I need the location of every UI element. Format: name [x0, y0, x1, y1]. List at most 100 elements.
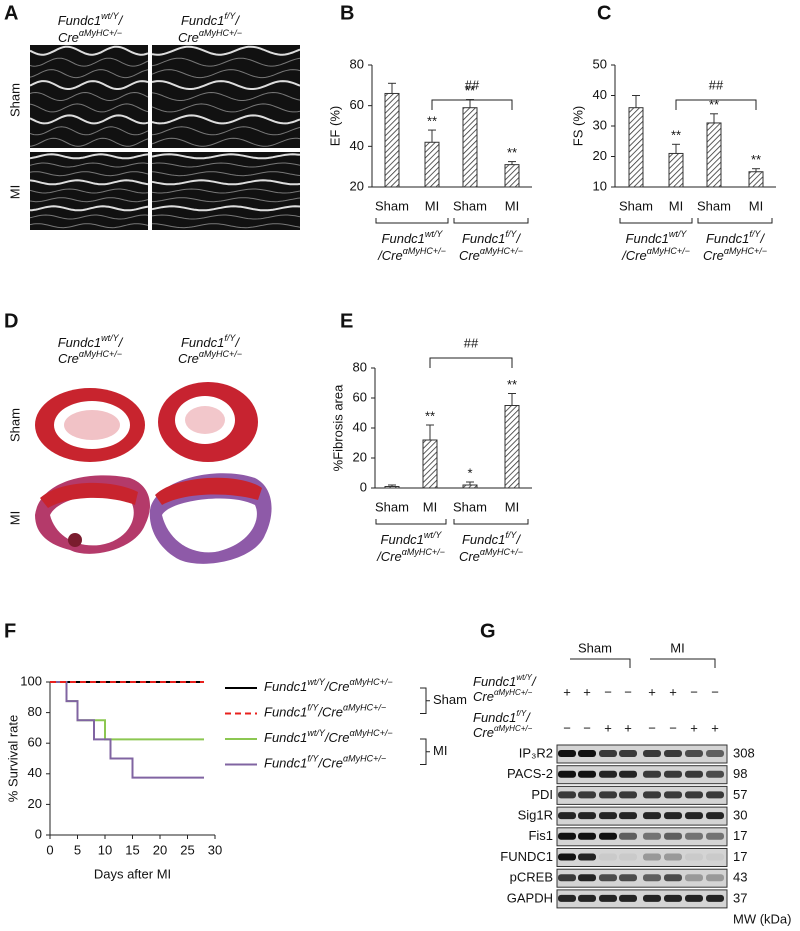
y-tick-label: 40 — [353, 419, 367, 434]
echo-trace — [151, 197, 300, 203]
blot-label: PDI — [531, 787, 553, 802]
y-axis-label: EF (%) — [327, 106, 342, 146]
x-tick-label: Sham — [375, 198, 409, 213]
x-tick-label: MI — [423, 499, 437, 514]
blot-band — [578, 770, 596, 778]
echo-trace — [151, 137, 300, 147]
superscript: wt/Y — [516, 673, 532, 682]
echo-trace — [151, 69, 300, 79]
legend-bracket — [420, 687, 430, 714]
blot-band — [664, 853, 682, 861]
x-tick-label: Sham — [619, 198, 653, 213]
echo-trace — [30, 91, 149, 101]
echo-trace — [30, 103, 149, 113]
x-tick-label: Sham — [453, 198, 487, 213]
superscript: αMyHC+/− — [349, 728, 392, 738]
blot-band — [664, 791, 682, 799]
bar — [628, 107, 644, 188]
text-part: /Cre — [317, 705, 343, 720]
superscript: f/Y — [505, 530, 517, 540]
blot-frame — [556, 744, 728, 764]
superscript: αMyHC+/− — [79, 28, 122, 38]
echo-trace — [30, 188, 149, 194]
bar — [748, 171, 764, 188]
bar — [706, 122, 722, 188]
bar-chart: E 0 20 40 60 80 %Fibrosis area Sham ** MI * Sham ** M… — [330, 310, 532, 564]
label: Fundc1f/Y/CreαMyHC+/− — [264, 754, 386, 771]
text-part: /Cre — [377, 248, 403, 263]
blot-band — [599, 832, 617, 840]
bar — [462, 484, 478, 489]
echo-trace — [30, 197, 149, 203]
echo-trace — [151, 57, 300, 67]
superscript: wt/Y — [101, 11, 120, 21]
group-bracket — [375, 218, 449, 224]
y-axis-label: FS (%) — [570, 106, 585, 146]
y-tick-label: 60 — [353, 389, 367, 404]
x-tick-label: Sham — [697, 198, 731, 213]
text-part: Fundc1 — [181, 13, 224, 28]
blot-band — [578, 812, 596, 820]
superscript: wt/Y — [101, 333, 120, 343]
text-part: Cre — [473, 725, 494, 740]
panel-label: F — [4, 620, 16, 642]
text-part: /Cre — [324, 730, 350, 745]
x-tick-label: MI — [425, 198, 439, 213]
blot-band — [643, 750, 661, 757]
blot-band — [619, 894, 637, 902]
significance: ** — [671, 128, 681, 143]
y-tick-label: 40 — [593, 87, 607, 102]
text-part: Fundc1 — [58, 335, 101, 350]
echo-trace — [151, 126, 300, 136]
label: Fundc1wt/Y/ — [58, 11, 124, 28]
echo-trace — [151, 162, 300, 168]
blot-band — [578, 853, 596, 861]
legend-bracket — [420, 738, 430, 765]
blot-band — [599, 791, 617, 799]
echo-trace — [30, 126, 149, 136]
superscript: f/Y — [307, 703, 319, 713]
label: Fundc1wt/Y — [381, 530, 443, 547]
blot-band — [706, 812, 724, 820]
lane-sign: + — [669, 684, 677, 699]
row-label: MI — [7, 511, 22, 525]
superscript: αMyHC+/− — [199, 349, 242, 359]
comparison-label: ## — [464, 335, 479, 350]
text-part: Fundc1 — [382, 231, 425, 246]
lane-sign: + — [648, 684, 656, 699]
x-tick-label: 25 — [180, 842, 194, 857]
line-chart: F 0 20 40 60 80 100 0 5 10 15 20 25 30 Days after MI % … — [4, 620, 467, 881]
blot-band — [643, 874, 661, 882]
x-tick-label: MI — [749, 198, 763, 213]
blot-label: PACS-2 — [507, 766, 553, 781]
label: Fundc1wt/Y/CreαMyHC+/− — [264, 728, 393, 745]
superscript: f/Y — [749, 229, 761, 239]
blot-band — [706, 750, 724, 757]
blot-band — [578, 832, 596, 840]
x-tick-label: MI — [669, 198, 683, 213]
x-tick-label: 5 — [74, 842, 81, 857]
x-tick-label: MI — [505, 198, 519, 213]
blot-band — [685, 894, 703, 902]
superscript: f/Y — [505, 229, 517, 239]
blot-band — [685, 791, 703, 799]
blot-band — [599, 853, 617, 861]
comparison-label: ## — [709, 77, 724, 92]
blot-band — [706, 874, 724, 882]
blot-band — [643, 812, 661, 820]
blot-band — [619, 812, 637, 820]
superscript: αMyHC+/− — [480, 246, 523, 256]
blot-frame — [556, 806, 728, 826]
blot-band — [599, 894, 617, 902]
group-bracket — [650, 658, 716, 668]
mw-label: MW (kDa) — [733, 911, 792, 926]
superscript: αMyHC+/− — [199, 28, 242, 38]
superscript: αMyHC+/− — [724, 246, 767, 256]
y-tick-label: 50 — [593, 56, 607, 71]
echo-trace — [151, 80, 300, 90]
row-label: Sham — [7, 83, 22, 117]
lane-sign: − — [669, 720, 677, 735]
label: CreαMyHC+/− — [178, 349, 242, 366]
echo-trace — [30, 162, 149, 168]
